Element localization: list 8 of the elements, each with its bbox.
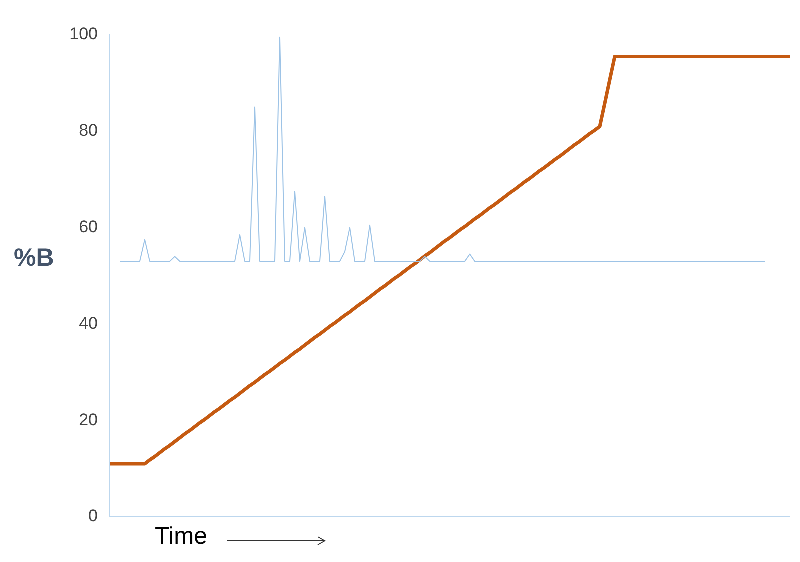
y-tick-label: 20 bbox=[79, 410, 98, 430]
y-tick-label: 100 bbox=[70, 24, 98, 44]
y-tick-label: 40 bbox=[79, 314, 98, 333]
x-axis-title: Time bbox=[155, 523, 208, 551]
y-tick-label: 60 bbox=[79, 217, 98, 236]
y-axis-title: %B bbox=[14, 244, 54, 273]
y-tick-label: 0 bbox=[88, 506, 98, 526]
y-tick-label: 80 bbox=[79, 121, 98, 140]
